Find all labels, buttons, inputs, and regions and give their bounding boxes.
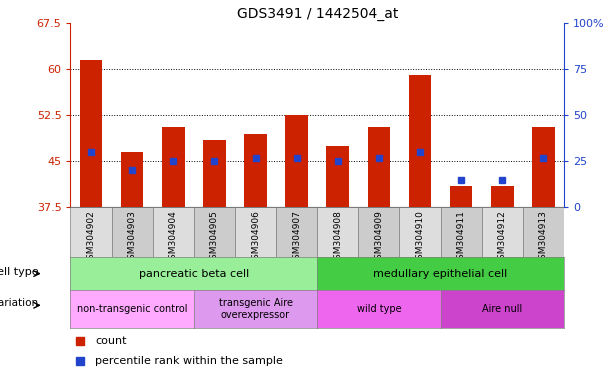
Text: percentile rank within the sample: percentile rank within the sample — [95, 356, 283, 366]
Bar — [121, 152, 143, 207]
Bar — [482, 207, 523, 257]
Bar — [318, 207, 359, 257]
Text: GSM304905: GSM304905 — [210, 210, 219, 265]
Text: GSM304911: GSM304911 — [457, 210, 466, 265]
Bar — [235, 207, 276, 257]
Text: non-transgenic control: non-transgenic control — [77, 304, 188, 314]
Bar — [203, 140, 226, 207]
Bar — [112, 207, 153, 257]
Text: GSM304909: GSM304909 — [375, 210, 383, 265]
Bar — [450, 186, 473, 207]
Text: GSM304913: GSM304913 — [539, 210, 548, 265]
Text: medullary epithelial cell: medullary epithelial cell — [373, 268, 508, 279]
Text: transgenic Aire
overexpressor: transgenic Aire overexpressor — [219, 298, 292, 320]
Bar — [400, 207, 441, 257]
Text: GSM304906: GSM304906 — [251, 210, 260, 265]
Text: count: count — [95, 336, 127, 346]
Bar — [409, 75, 432, 207]
Title: GDS3491 / 1442504_at: GDS3491 / 1442504_at — [237, 7, 398, 21]
Text: GSM304910: GSM304910 — [416, 210, 425, 265]
Text: GSM304903: GSM304903 — [128, 210, 137, 265]
Text: GSM304904: GSM304904 — [169, 210, 178, 265]
Text: GSM304908: GSM304908 — [333, 210, 342, 265]
Text: GSM304912: GSM304912 — [498, 210, 507, 265]
Text: pancreatic beta cell: pancreatic beta cell — [139, 268, 249, 279]
Text: genotype/variation: genotype/variation — [0, 298, 39, 308]
Text: cell type: cell type — [0, 267, 39, 277]
Text: wild type: wild type — [357, 304, 402, 314]
Bar — [194, 207, 235, 257]
Bar — [80, 60, 102, 207]
Bar — [368, 127, 390, 207]
Bar — [359, 207, 400, 257]
Bar — [153, 207, 194, 257]
Bar — [162, 127, 185, 207]
Bar — [276, 207, 318, 257]
Bar — [244, 134, 267, 207]
Bar — [491, 186, 514, 207]
Text: GSM304907: GSM304907 — [292, 210, 301, 265]
Bar — [327, 146, 349, 207]
Bar — [70, 207, 112, 257]
Text: Aire null: Aire null — [482, 304, 522, 314]
Bar — [523, 207, 564, 257]
Bar — [532, 127, 555, 207]
Bar — [286, 115, 308, 207]
Bar — [441, 207, 482, 257]
Text: GSM304902: GSM304902 — [86, 210, 96, 265]
